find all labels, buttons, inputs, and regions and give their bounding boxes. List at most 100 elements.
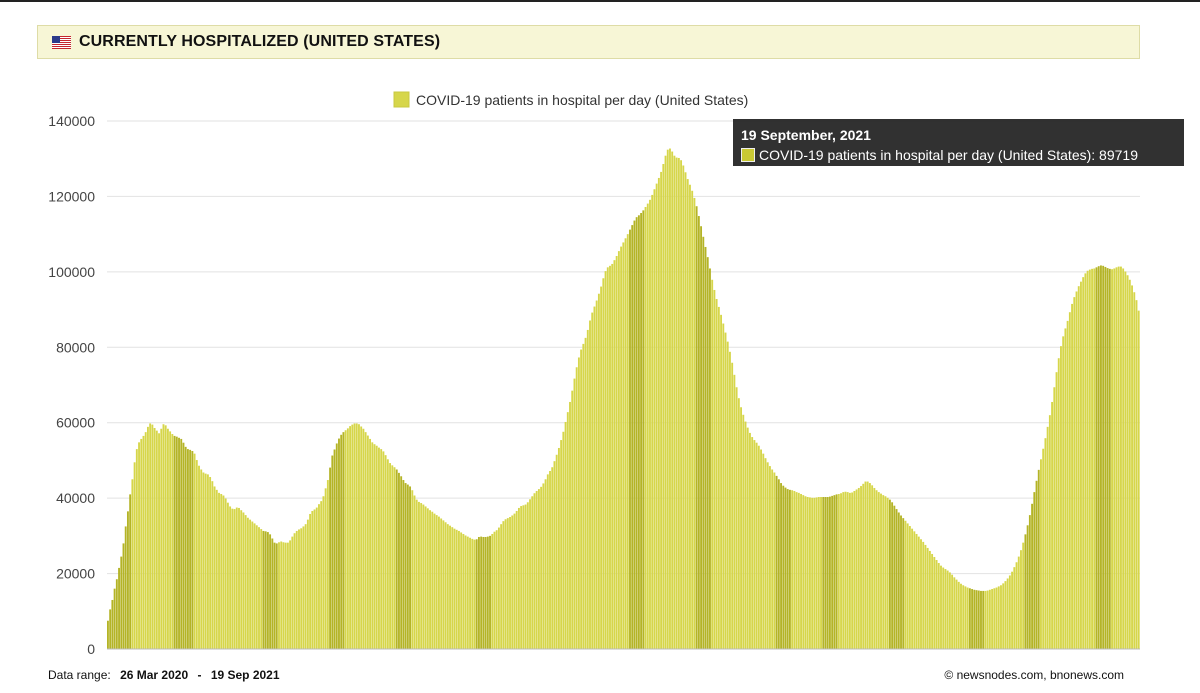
bar <box>211 481 214 649</box>
bar <box>429 510 431 649</box>
bar <box>1086 270 1089 649</box>
bar <box>451 527 454 649</box>
bar <box>677 157 680 649</box>
bar <box>142 435 145 649</box>
legend-label: COVID-19 patients in hospital per day (U… <box>416 92 748 108</box>
bar <box>475 539 478 649</box>
bar <box>795 492 798 649</box>
bar <box>506 518 509 649</box>
bar <box>260 529 263 649</box>
bar <box>166 428 169 649</box>
bar <box>577 357 580 649</box>
bar <box>893 505 896 649</box>
bar <box>371 442 374 649</box>
bar <box>155 430 158 649</box>
bar <box>822 497 825 649</box>
bar <box>286 542 289 649</box>
bar <box>820 497 822 649</box>
bar <box>1060 346 1062 649</box>
bar <box>722 323 725 649</box>
bar <box>908 526 911 649</box>
bar <box>782 485 785 649</box>
bar <box>717 306 720 649</box>
bar <box>331 455 334 649</box>
bar <box>766 462 769 649</box>
bar <box>491 533 494 649</box>
bar <box>113 588 116 649</box>
bar <box>213 486 216 649</box>
bar <box>1057 358 1060 649</box>
bar <box>1053 387 1056 649</box>
bar <box>349 426 352 649</box>
bar <box>760 449 762 649</box>
bar <box>382 451 385 649</box>
bar <box>278 542 280 649</box>
bar <box>600 286 603 649</box>
bar <box>937 563 940 649</box>
bar <box>384 455 387 649</box>
bar <box>191 451 194 649</box>
bar <box>389 463 391 649</box>
data-range: Data range: 26 Mar 2020 - 19 Sep 2021 <box>48 668 280 682</box>
bar <box>464 535 467 649</box>
bar <box>900 515 902 649</box>
y-tick-label: 80000 <box>56 339 95 355</box>
tooltip-value: COVID-19 patients in hospital per day (U… <box>759 147 1138 163</box>
bar <box>404 483 407 649</box>
bar <box>644 206 647 650</box>
bar <box>398 472 400 649</box>
bar <box>955 579 958 649</box>
bar <box>1097 266 1100 649</box>
bar <box>418 501 420 649</box>
bar <box>453 528 456 649</box>
bar <box>984 590 987 649</box>
bar <box>726 341 729 649</box>
bar <box>926 547 929 649</box>
bar <box>1117 266 1120 649</box>
bar <box>920 539 922 649</box>
bar <box>626 234 629 649</box>
bar <box>158 433 160 649</box>
data-range-end: 19 Sep 2021 <box>210 668 280 682</box>
bar <box>1035 480 1038 649</box>
bar <box>366 435 369 649</box>
bar <box>966 587 969 649</box>
bar <box>653 189 656 649</box>
bar <box>193 453 196 649</box>
bar <box>1068 312 1071 649</box>
bar <box>673 155 676 649</box>
bar <box>973 589 976 649</box>
bar <box>255 525 258 649</box>
bar <box>402 480 405 649</box>
bar <box>880 493 882 649</box>
bar <box>566 412 569 649</box>
bar <box>477 536 480 649</box>
bar <box>948 572 951 649</box>
bar <box>542 483 545 649</box>
bar <box>249 519 252 649</box>
bar <box>300 528 303 649</box>
bar <box>1066 320 1069 649</box>
bar <box>1095 267 1098 649</box>
bar <box>1082 277 1085 649</box>
bar <box>1120 266 1122 649</box>
bar <box>1111 269 1113 649</box>
bar <box>1051 401 1054 649</box>
bar <box>406 484 409 649</box>
bar <box>664 155 667 649</box>
bar <box>693 197 696 649</box>
bar <box>1015 562 1018 649</box>
bar <box>413 495 416 649</box>
bar <box>811 497 814 649</box>
bar <box>326 480 329 649</box>
bar <box>828 496 831 649</box>
bar <box>122 543 125 649</box>
bar <box>129 494 132 649</box>
bar <box>415 499 418 649</box>
y-tick-label: 140000 <box>48 113 95 129</box>
bar <box>624 238 627 650</box>
bar <box>544 479 547 649</box>
bar <box>791 490 794 649</box>
bar <box>162 424 165 649</box>
bar <box>711 279 714 649</box>
